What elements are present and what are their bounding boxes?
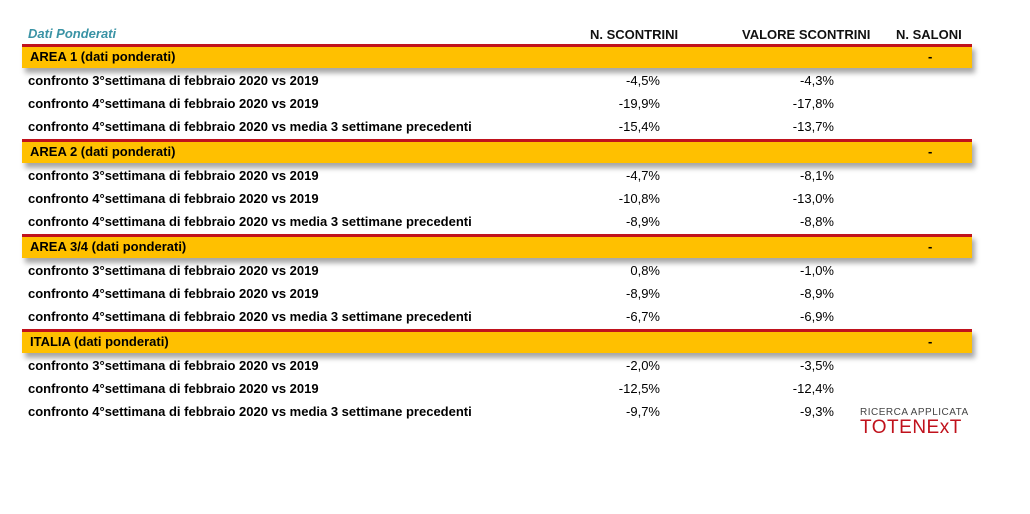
section-header-band: AREA 2 (dati ponderati) - (22, 139, 972, 163)
valore-value: -17,8% (792, 96, 834, 111)
table-row: confronto 4°settimana di febbraio 2020 v… (22, 116, 972, 139)
section-header-band: AREA 1 (dati ponderati) - (22, 44, 972, 68)
data-table: Dati Ponderati N. SCONTRINI VALORE SCONT… (22, 24, 972, 424)
table-row: confronto 4°settimana di febbraio 2020 v… (22, 283, 972, 306)
table-row: confronto 3°settimana di febbraio 2020 v… (22, 70, 972, 93)
section-label: AREA 3/4 (dati ponderati) (30, 239, 187, 254)
row-label: confronto 4°settimana di febbraio 2020 v… (28, 96, 319, 111)
section-area-1: AREA 1 (dati ponderati) - confronto 3°se… (22, 44, 972, 139)
table-row: confronto 4°settimana di febbraio 2020 v… (22, 211, 972, 234)
scontrini-value: -6,7% (626, 309, 660, 324)
valore-value: -9,3% (800, 404, 834, 419)
valore-value: -12,4% (792, 381, 834, 396)
row-label: confronto 3°settimana di febbraio 2020 v… (28, 73, 319, 88)
row-label: confronto 3°settimana di febbraio 2020 v… (28, 263, 319, 278)
scontrini-value: -8,9% (626, 214, 660, 229)
row-label: confronto 4°settimana di febbraio 2020 v… (28, 214, 472, 229)
row-label: confronto 4°settimana di febbraio 2020 v… (28, 191, 319, 206)
scontrini-value: -4,7% (626, 168, 660, 183)
valore-value: -13,0% (792, 191, 834, 206)
section-label: AREA 2 (dati ponderati) (30, 144, 176, 159)
section-area-2: AREA 2 (dati ponderati) - confronto 3°se… (22, 139, 972, 234)
scontrini-value: -19,9% (618, 96, 660, 111)
scontrini-value: -2,0% (626, 358, 660, 373)
scontrini-value: -15,4% (618, 119, 660, 134)
saloni-value: - (928, 144, 933, 159)
valore-value: -6,9% (800, 309, 834, 324)
table-header: Dati Ponderati N. SCONTRINI VALORE SCONT… (22, 24, 972, 44)
table-row: confronto 3°settimana di febbraio 2020 v… (22, 165, 972, 188)
valore-value: -8,1% (800, 168, 834, 183)
table-row: confronto 4°settimana di febbraio 2020 v… (22, 188, 972, 211)
table-row: confronto 4°settimana di febbraio 2020 v… (22, 401, 972, 424)
table-row: confronto 4°settimana di febbraio 2020 v… (22, 306, 972, 329)
table-row: confronto 3°settimana di febbraio 2020 v… (22, 260, 972, 283)
row-label: confronto 4°settimana di febbraio 2020 v… (28, 286, 319, 301)
logo-tagline: RICERCA APPLICATA (860, 407, 969, 418)
totenext-logo: RICERCA APPLICATA TOTENExT (860, 407, 969, 439)
scontrini-value: -9,7% (626, 404, 660, 419)
valore-value: -1,0% (800, 263, 834, 278)
row-label: confronto 4°settimana di febbraio 2020 v… (28, 309, 472, 324)
row-label: confronto 4°settimana di febbraio 2020 v… (28, 119, 472, 134)
table-title: Dati Ponderati (28, 26, 117, 41)
section-area-3-4: AREA 3/4 (dati ponderati) - confronto 3°… (22, 234, 972, 329)
saloni-value: - (928, 49, 933, 64)
table-row: confronto 4°settimana di febbraio 2020 v… (22, 378, 972, 401)
column-header-saloni: N. SALONI (896, 27, 962, 42)
valore-value: -3,5% (800, 358, 834, 373)
valore-value: -4,3% (800, 73, 834, 88)
scontrini-value: -4,5% (626, 73, 660, 88)
row-label: confronto 4°settimana di febbraio 2020 v… (28, 381, 319, 396)
section-label: AREA 1 (dati ponderati) (30, 49, 176, 64)
column-header-valore: VALORE SCONTRINI (742, 27, 871, 42)
table-row: confronto 4°settimana di febbraio 2020 v… (22, 93, 972, 116)
column-header-scontrini: N. SCONTRINI (590, 27, 679, 42)
scontrini-value: -10,8% (618, 191, 660, 206)
saloni-value: - (928, 239, 933, 254)
scontrini-value: -8,9% (626, 286, 660, 301)
scontrini-value: -12,5% (618, 381, 660, 396)
row-label: confronto 3°settimana di febbraio 2020 v… (28, 358, 319, 373)
logo-wordmark: TOTENExT (860, 417, 962, 438)
valore-value: -8,8% (800, 214, 834, 229)
section-italia: ITALIA (dati ponderati) - confronto 3°se… (22, 329, 972, 424)
valore-value: -8,9% (800, 286, 834, 301)
row-label: confronto 3°settimana di febbraio 2020 v… (28, 168, 319, 183)
row-label: confronto 4°settimana di febbraio 2020 v… (28, 404, 472, 419)
section-label: ITALIA (dati ponderati) (30, 334, 169, 349)
section-header-band: ITALIA (dati ponderati) - (22, 329, 972, 353)
valore-value: -13,7% (792, 119, 834, 134)
scontrini-value: 0,8% (630, 263, 660, 278)
table-row: confronto 3°settimana di febbraio 2020 v… (22, 355, 972, 378)
saloni-value: - (928, 334, 933, 349)
section-header-band: AREA 3/4 (dati ponderati) - (22, 234, 972, 258)
